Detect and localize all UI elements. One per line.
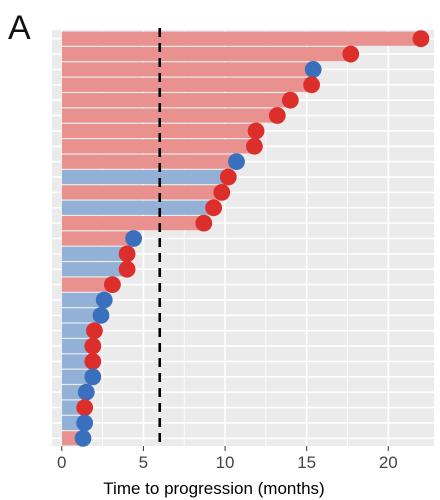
bar (61, 139, 255, 154)
panel-label: A (8, 9, 31, 47)
bar (61, 200, 214, 215)
bar (61, 369, 93, 384)
event-dot (342, 45, 360, 63)
bar (61, 323, 95, 338)
event-dot (281, 91, 299, 109)
event-dot (92, 306, 110, 324)
bar (61, 292, 105, 308)
event-dot (84, 337, 102, 355)
event-dots (74, 30, 430, 447)
event-dot (118, 245, 136, 263)
event-dot (219, 168, 237, 186)
event-dot (74, 429, 92, 447)
event-dot (104, 276, 121, 294)
bar (61, 169, 229, 185)
event-dot (118, 260, 136, 278)
bar (61, 277, 113, 292)
x-tick-label: 5 (139, 453, 148, 472)
bar (61, 123, 257, 138)
x-axis-ticks: 0 5 10 15 20 (57, 446, 398, 472)
event-dot (76, 399, 94, 416)
event-dot (303, 76, 320, 94)
event-dot (86, 322, 103, 340)
bar (61, 154, 237, 169)
bar (61, 77, 312, 92)
x-tick-label: 0 (57, 453, 66, 472)
bars (61, 31, 421, 446)
bar (61, 308, 101, 323)
event-dot (76, 414, 94, 432)
event-dot (77, 383, 95, 401)
event-dot (213, 183, 231, 201)
event-dot (95, 291, 113, 309)
event-dot (84, 368, 102, 386)
bar (61, 46, 351, 62)
event-dot (247, 122, 265, 140)
event-dot (304, 61, 322, 78)
bar (61, 31, 421, 46)
event-dot (195, 214, 213, 232)
x-axis-title: Time to progression (months) (103, 479, 324, 498)
bar (61, 108, 278, 123)
event-dot (228, 153, 245, 171)
event-dot (205, 199, 223, 217)
event-dot (412, 30, 430, 48)
x-tick-label: 10 (216, 453, 235, 472)
bar (61, 216, 204, 231)
bar (61, 62, 314, 77)
bar (61, 262, 128, 277)
event-dot (246, 137, 263, 155)
x-tick-label: 20 (379, 453, 398, 472)
bar (61, 93, 291, 108)
bar (61, 231, 134, 246)
bar (61, 354, 93, 369)
event-dot (84, 353, 102, 370)
x-tick-label: 15 (297, 453, 316, 472)
event-dot (125, 230, 143, 247)
event-dot (268, 107, 286, 124)
bar (61, 185, 222, 200)
bar (61, 339, 93, 354)
bar (61, 246, 128, 261)
